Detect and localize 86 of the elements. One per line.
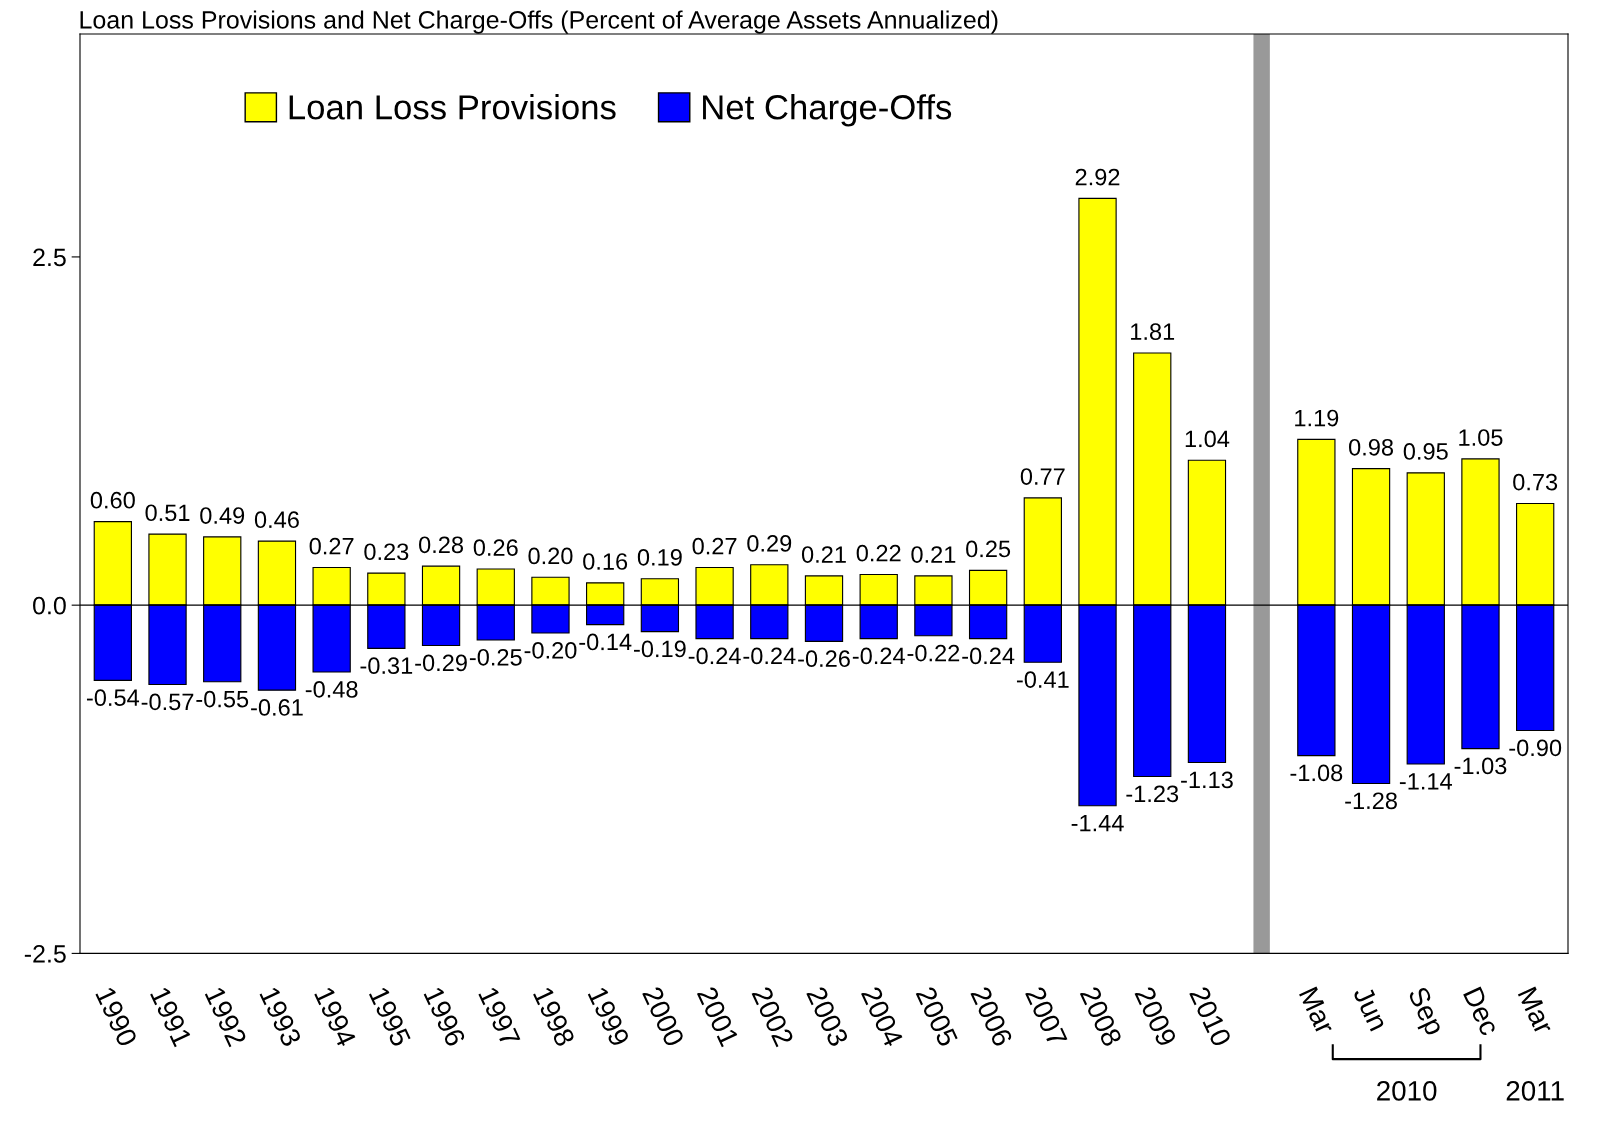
- x-tick-label: 1997: [478, 986, 521, 1048]
- x-tick-label: Mar: [1298, 986, 1336, 1036]
- data-label: -0.25: [469, 648, 522, 666]
- data-label: -1.44: [1071, 814, 1124, 832]
- data-label: -0.54: [86, 689, 140, 707]
- data-label: 0.60: [90, 491, 135, 509]
- data-label: -1.13: [1181, 771, 1233, 789]
- data-label: -0.26: [798, 650, 850, 668]
- data-label: 0.23: [364, 543, 409, 561]
- data-label: -0.48: [305, 680, 358, 698]
- x-tick-label: 1990: [95, 986, 138, 1048]
- data-label: -1.23: [1126, 785, 1179, 803]
- x-tick-label: 2009: [1134, 985, 1178, 1048]
- data-label: 1.19: [1295, 409, 1339, 427]
- x-tick-label: 1993: [259, 986, 302, 1048]
- x-tick-label: Jun: [1352, 984, 1389, 1032]
- x-tick-label: 1999: [587, 986, 631, 1048]
- data-label: -0.24: [852, 647, 905, 665]
- data-label: 0.95: [1403, 443, 1448, 460]
- data-label: 0.77: [1020, 468, 1065, 485]
- data-label: -0.31: [360, 657, 413, 675]
- x-tick-label: 2000: [641, 985, 685, 1048]
- data-label: 0.98: [1349, 438, 1394, 456]
- x-tick-label: 1996: [423, 986, 466, 1048]
- data-label: 0.27: [309, 537, 354, 555]
- x-tick-label: 1995: [368, 986, 412, 1048]
- x-tick-label: 2007: [1024, 985, 1068, 1048]
- data-label: 1.81: [1131, 323, 1175, 341]
- data-label: -0.57: [141, 693, 194, 711]
- legend-label: Net Charge-Offs: [703, 94, 952, 127]
- data-label: -0.14: [579, 633, 632, 651]
- data-label: -0.55: [196, 690, 249, 708]
- data-label: 0.28: [419, 536, 464, 554]
- x-tick-label: 1991: [149, 986, 193, 1048]
- data-label: 0.21: [911, 546, 956, 563]
- data-label: 0.25: [966, 540, 1011, 558]
- data-label: 1.05: [1459, 429, 1503, 446]
- y-tick-label: 2.5: [33, 248, 66, 267]
- data-label: 0.46: [254, 511, 299, 529]
- data-label: 0.51: [145, 504, 190, 522]
- data-label: -0.29: [415, 654, 467, 672]
- x-tick-label: 2001: [696, 985, 740, 1048]
- x-tick-label: 2008: [1079, 985, 1123, 1048]
- data-label: 0.20: [528, 547, 573, 565]
- data-label: -0.24: [962, 647, 1015, 665]
- data-label: -1.03: [1454, 757, 1507, 775]
- data-label: -1.08: [1290, 764, 1343, 782]
- data-label: -0.24: [743, 647, 796, 665]
- data-label: -0.24: [688, 647, 741, 665]
- data-label: 0.73: [1513, 473, 1558, 491]
- data-label: 0.22: [856, 544, 901, 562]
- data-label: 0.21: [801, 546, 846, 563]
- data-label: -0.90: [1509, 739, 1562, 757]
- data-label: -0.61: [251, 699, 303, 716]
- x-tick-label: Dec: [1462, 986, 1501, 1037]
- x-tick-label: 2005: [915, 985, 959, 1048]
- data-label: 2.92: [1075, 168, 1120, 186]
- data-label: 0.16: [583, 553, 628, 570]
- data-label: 0.29: [747, 535, 792, 552]
- x-tick-label: 1992: [204, 986, 248, 1048]
- data-label: -1.28: [1345, 792, 1397, 810]
- data-label: 1.04: [1185, 430, 1230, 448]
- x-tick-label: Mar: [1517, 986, 1555, 1036]
- text: 2010: [1377, 1081, 1437, 1101]
- x-tick-label: 1994: [314, 986, 357, 1048]
- x-tick-label: 2003: [806, 985, 849, 1048]
- x-tick-label: 2002: [751, 985, 795, 1048]
- data-label: 0.27: [692, 537, 737, 555]
- data-label: 0.19: [637, 548, 682, 566]
- text: 2011: [1506, 1081, 1564, 1101]
- data-label: -0.19: [634, 640, 686, 658]
- data-label: -0.22: [907, 644, 960, 662]
- data-label: -0.20: [524, 641, 577, 659]
- x-tick-label: 2010: [1189, 985, 1232, 1048]
- x-tick-label: Sep: [1402, 985, 1446, 1039]
- data-label: 0.49: [200, 507, 245, 524]
- x-tick-label: 2006: [970, 985, 1014, 1048]
- data-label: -0.41: [1016, 671, 1069, 688]
- x-tick-label: 1998: [532, 986, 576, 1048]
- data-label: 0.26: [473, 539, 518, 556]
- chart-title: Loan Loss Provisions and Net Charge-Offs (Percent of Average Assets Annualized): [80, 10, 998, 34]
- y-tick-label: -2.5: [24, 945, 66, 963]
- x-tick-label: 2004: [860, 985, 904, 1048]
- y-tick-label: 0.0: [33, 596, 66, 615]
- legend-label: Loan Loss Provisions: [289, 94, 616, 120]
- data-label: -1.14: [1399, 773, 1452, 790]
